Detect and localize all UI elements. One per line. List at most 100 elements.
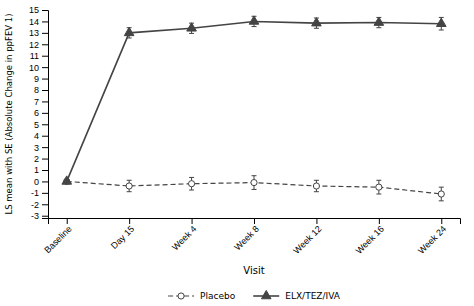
x-tick: Week 12 xyxy=(291,218,323,256)
legend-label: ELX/TEZ/IVA xyxy=(285,291,341,301)
y-tick-mark xyxy=(42,21,48,22)
y-tick-label: 10 xyxy=(29,63,39,73)
error-bar xyxy=(252,176,257,190)
y-axis-line xyxy=(42,11,49,219)
y-tick-label: 3 xyxy=(34,143,39,153)
y-tick-mark xyxy=(42,67,48,68)
x-tick-mark xyxy=(379,218,380,224)
y-tick-mark xyxy=(42,90,48,91)
plot: -3-2-10123456789101112131415BaselineDay … xyxy=(29,5,461,255)
error-bar xyxy=(439,187,444,201)
y-tick-mark xyxy=(42,204,48,205)
y-tick: 1 xyxy=(34,165,48,175)
y-tick: 10 xyxy=(29,63,48,73)
y-tick-label: 11 xyxy=(30,51,39,61)
y-tick-mark xyxy=(42,181,48,182)
y-tick-label: 9 xyxy=(34,74,39,84)
y-tick-label: 1 xyxy=(34,165,39,175)
legend-label: Placebo xyxy=(200,291,236,301)
y-tick-label: 6 xyxy=(34,108,39,118)
y-tick-mark xyxy=(42,216,48,217)
marker xyxy=(374,17,384,25)
marker xyxy=(187,23,197,31)
x-tick: Week 24 xyxy=(416,218,448,256)
y-tick: 13 xyxy=(29,28,48,38)
legend-item: Placebo xyxy=(168,291,236,301)
y-tick-mark xyxy=(42,159,48,160)
y-tick: 0 xyxy=(34,177,48,187)
y-tick-label: -2 xyxy=(31,200,39,210)
y-tick-label: 14 xyxy=(29,17,39,27)
x-tick-label: Week 8 xyxy=(232,224,261,253)
x-tick: Week 16 xyxy=(354,218,386,256)
y-tick: -1 xyxy=(31,188,48,198)
y-tick-mark xyxy=(42,10,48,11)
marker xyxy=(62,176,72,184)
y-tick-label: 8 xyxy=(34,85,39,95)
error-bar xyxy=(314,180,319,191)
error-bar xyxy=(376,180,381,194)
x-tick-label: Day 15 xyxy=(109,224,136,251)
x-tick-label: Week 24 xyxy=(416,224,448,256)
error-bar xyxy=(127,180,132,191)
y-tick-mark xyxy=(42,79,48,80)
marker xyxy=(376,184,382,190)
y-tick: 11 xyxy=(30,51,48,61)
marker xyxy=(249,16,259,24)
y-tick-mark xyxy=(42,136,48,137)
x-tick-label: Week 4 xyxy=(170,224,199,253)
x-tick-mark xyxy=(441,218,442,224)
legend-marker xyxy=(178,293,184,299)
legend: Placebo ELX/TEZ/IVA xyxy=(168,290,341,301)
x-tick-label: Baseline xyxy=(42,224,73,255)
x-tick-mark xyxy=(316,218,317,224)
x-tick-mark xyxy=(67,218,68,224)
y-tick: 3 xyxy=(34,143,48,153)
y-tick-mark xyxy=(42,124,48,125)
x-tick-mark xyxy=(254,218,255,224)
y-tick-label: 7 xyxy=(34,97,39,107)
error-bar xyxy=(189,177,194,190)
legend-item: ELX/TEZ/IVA xyxy=(253,290,341,301)
x-tick: Baseline xyxy=(42,218,73,255)
marker xyxy=(438,191,444,197)
y-tick-label: 13 xyxy=(29,28,39,38)
y-tick-label: 0 xyxy=(34,177,39,187)
y-tick-mark xyxy=(42,44,48,45)
y-tick-label: -1 xyxy=(31,188,39,198)
x-axis: Baseline Day 15 Week 4 Week 8 Week 12 Week 16… xyxy=(42,218,460,256)
y-tick-label: 2 xyxy=(34,154,39,164)
x-tick: Week 8 xyxy=(232,218,261,252)
marker xyxy=(188,181,194,187)
y-tick-mark xyxy=(42,33,48,34)
y-tick-mark xyxy=(42,170,48,171)
marker xyxy=(436,18,446,26)
marks xyxy=(62,16,446,201)
x-axis-title: Visit xyxy=(243,265,264,276)
marker xyxy=(126,183,132,189)
marker xyxy=(312,18,322,26)
y-tick: 2 xyxy=(34,154,48,164)
y-tick: 7 xyxy=(34,97,48,107)
y-tick-label: 4 xyxy=(34,131,39,141)
y-tick: 12 xyxy=(29,40,48,50)
y-tick-mark xyxy=(42,193,48,194)
x-tick: Day 15 xyxy=(109,218,136,251)
y-tick-mark xyxy=(42,56,48,57)
y-tick-label: -3 xyxy=(31,211,39,221)
y-tick-label: 5 xyxy=(34,120,39,130)
x-tick: Week 4 xyxy=(170,218,199,252)
series xyxy=(64,176,445,201)
y-tick: 6 xyxy=(34,108,48,118)
y-axis-title: LS mean with SE (Absolute Change in ppFE… xyxy=(4,14,14,215)
y-tick: 8 xyxy=(34,85,48,95)
x-tick-label: Week 12 xyxy=(291,224,323,256)
marker xyxy=(124,27,134,35)
y-tick-label: 15 xyxy=(29,5,39,15)
y-tick-mark xyxy=(42,101,48,102)
x-tick-mark xyxy=(129,218,130,224)
marker xyxy=(313,183,319,189)
series-line xyxy=(67,21,442,181)
x-axis-line xyxy=(49,219,461,225)
y-tick: -3 xyxy=(31,211,48,221)
